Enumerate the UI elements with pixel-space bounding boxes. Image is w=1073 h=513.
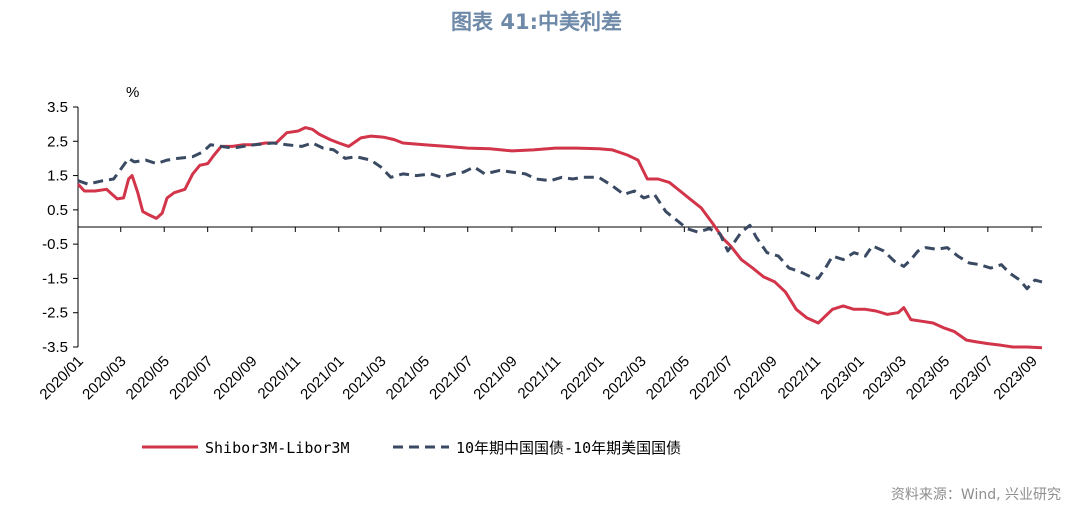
x-tick-label: 2021/03 (339, 353, 389, 403)
x-tick-label: 2023/05 (903, 353, 953, 403)
x-tick-label: 2021/05 (383, 353, 433, 403)
x-tick-label: 2020/09 (210, 353, 260, 403)
legend-label: Shibor3M-Libor3M (205, 439, 350, 457)
x-tick-label: 2021/09 (470, 353, 520, 403)
y-tick-label: 1.5 (47, 168, 68, 185)
x-tick-label: 2022/01 (557, 353, 607, 403)
y-tick-label: -0.5 (42, 236, 68, 253)
x-tick-label: 2021/11 (515, 353, 565, 403)
x-tick-label: 2020/07 (166, 353, 216, 403)
series-line-cn-us-10y (77, 141, 1043, 291)
x-tick-label: 2020/11 (255, 353, 305, 403)
x-tick-label: 2021/01 (297, 353, 347, 403)
x-tick-label: 2022/07 (686, 353, 736, 403)
y-tick-label: -3.5 (42, 339, 68, 356)
y-tick-label: 0.5 (47, 202, 68, 219)
x-tick-label: 2022/03 (599, 353, 649, 403)
y-tick-label: -2.5 (42, 305, 68, 322)
x-tick-label: 2022/05 (643, 353, 693, 403)
source-note: 资料来源：Wind, 兴业研究 (890, 487, 1061, 503)
x-tick-label: 2023/07 (946, 353, 996, 403)
x-tick-label: 2023/01 (817, 353, 867, 403)
x-tick-label: 2021/07 (426, 353, 476, 403)
x-tick-label: 2023/09 (990, 353, 1040, 403)
x-tick-label: 2020/01 (36, 353, 86, 403)
y-tick-label: 2.5 (47, 133, 68, 150)
series-lines (76, 126, 1043, 350)
legend-label: 10年期中国国债-10年期美国国债 (456, 439, 681, 457)
y-tick-label: 3.5 (47, 99, 68, 116)
y-unit-label: % (126, 84, 139, 101)
y-tick-label: -1.5 (42, 270, 68, 287)
y-axis: % 3.5 2.5 1.5 0.5 -0.5 -1.5 -2.5 -3.5 (42, 84, 139, 356)
x-tick-label: 2020/03 (79, 353, 129, 403)
x-tick-label: 2022/09 (730, 353, 780, 403)
x-tick-label: 2023/03 (859, 353, 909, 403)
series-line-shibor-libor (76, 126, 1043, 350)
legend: Shibor3M-Libor3M 10年期中国国债-10年期美国国债 (142, 439, 681, 457)
x-tick-label: 2022/11 (775, 353, 825, 403)
chart-title: 图表 41:中美利差 (451, 10, 622, 34)
x-tick-label: 2020/05 (123, 353, 173, 403)
